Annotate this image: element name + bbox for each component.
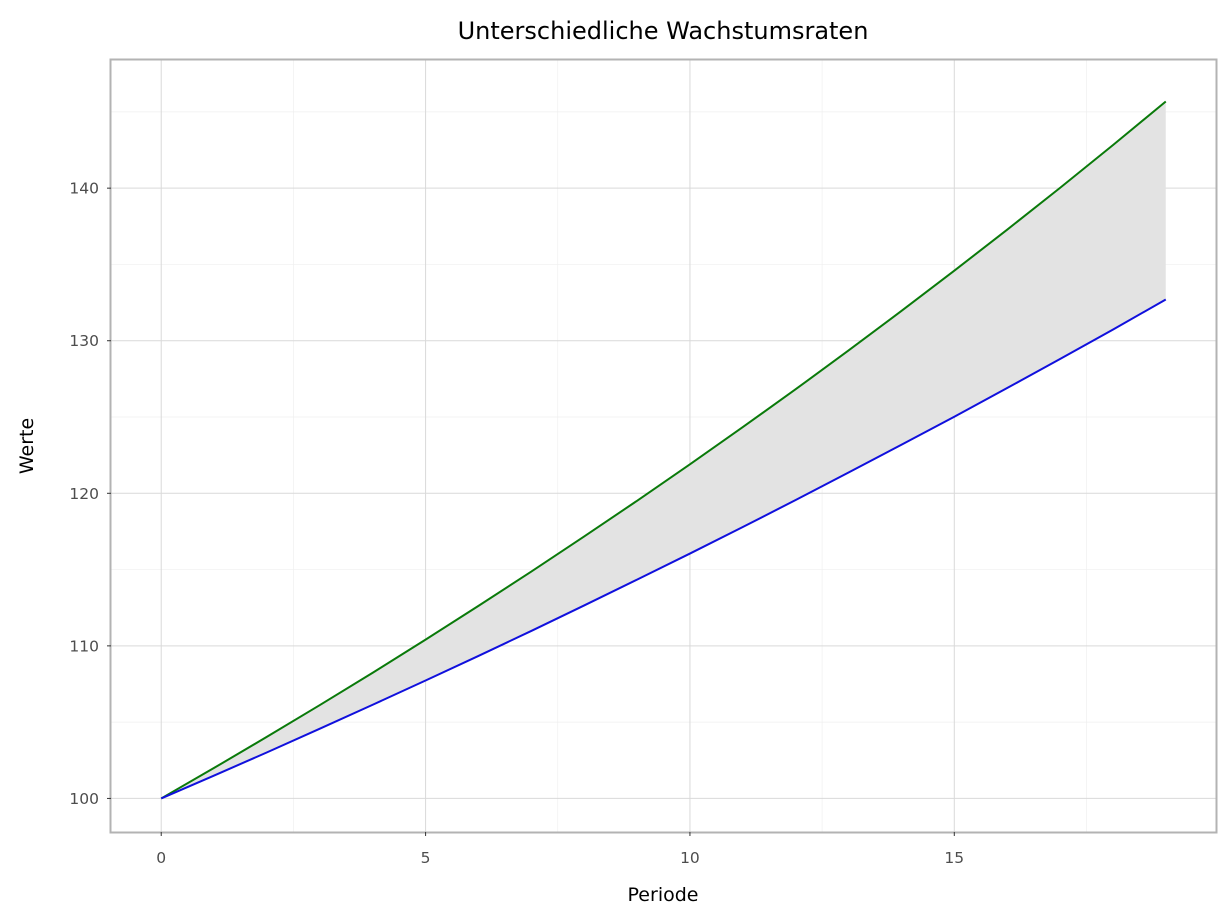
y-tick-label: 120 (69, 485, 99, 503)
x-tick-label: 10 (680, 849, 700, 867)
series-lines (160, 100, 1167, 800)
series-line-1 (160, 100, 1167, 800)
y-tick-label: 130 (69, 332, 99, 350)
series-line-2 (160, 298, 1167, 800)
y-tick-label: 140 (69, 180, 99, 198)
y-tick-label: 110 (69, 637, 99, 655)
area-between-series (161, 101, 1166, 799)
x-tick-label: 5 (421, 849, 431, 867)
x-tick-label: 15 (944, 849, 964, 867)
chart-title: Unterschiedliche Wachstumsraten (458, 17, 869, 45)
minor-gridlines (111, 60, 1216, 832)
x-tick-label: 0 (156, 849, 166, 867)
series-gap-area (161, 101, 1166, 799)
x-axis-title: Periode (628, 884, 699, 906)
y-axis-ticks: 100 110 120 130 140 (69, 180, 111, 808)
y-tick-label: 100 (69, 790, 99, 808)
x-axis-ticks: 0 5 10 15 (156, 832, 964, 867)
plot-panel-border (109, 58, 1218, 834)
y-axis-title: Werte (16, 418, 38, 474)
major-gridlines (111, 60, 1216, 832)
